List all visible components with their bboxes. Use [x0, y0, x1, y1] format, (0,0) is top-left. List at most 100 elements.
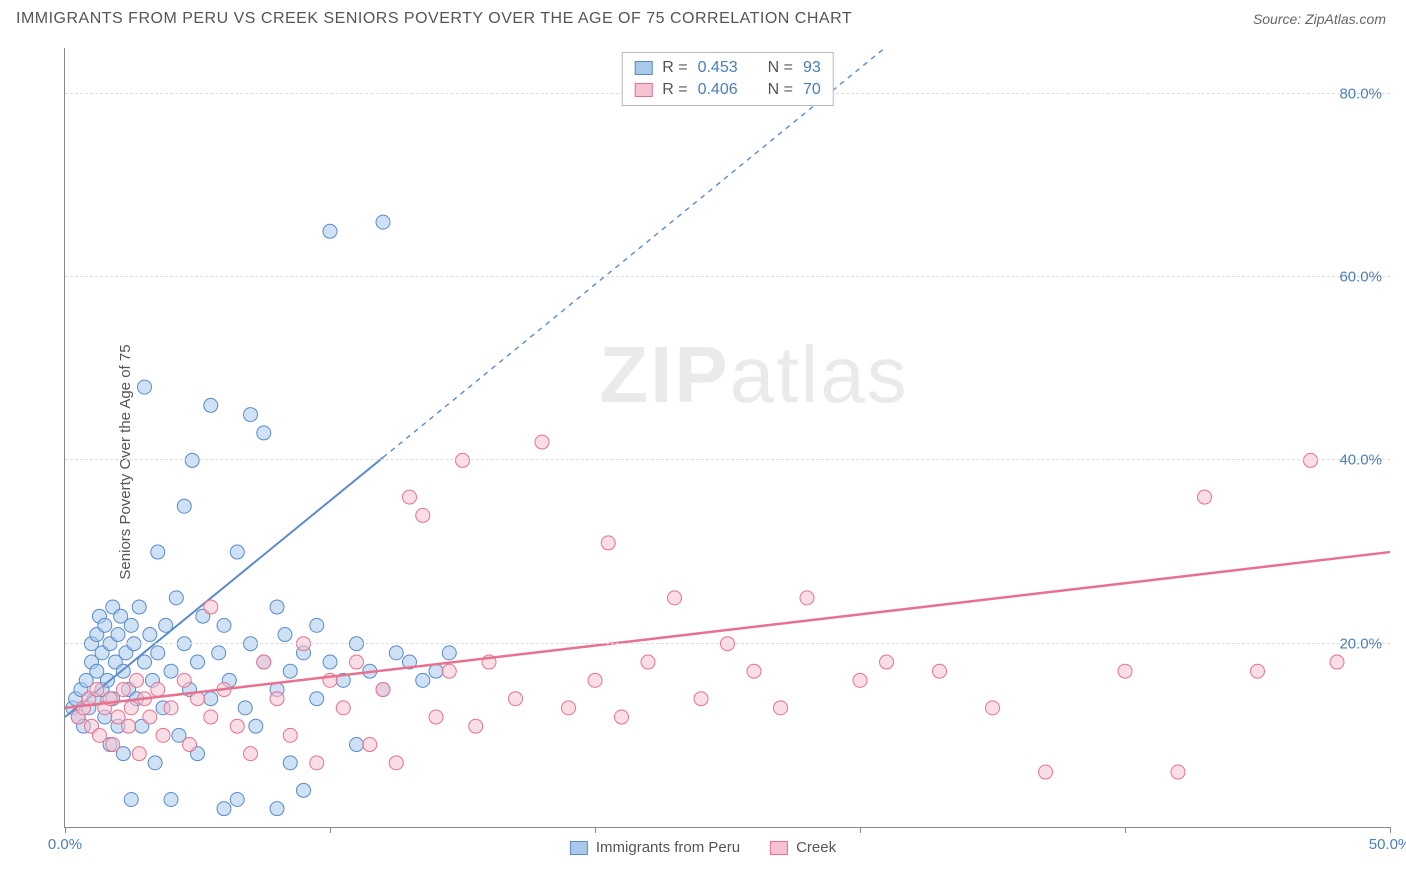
data-point — [403, 490, 417, 504]
y-tick-label: 80.0% — [1339, 85, 1382, 102]
data-point — [278, 628, 292, 642]
data-point — [336, 701, 350, 715]
data-point — [92, 728, 106, 742]
data-point — [116, 683, 130, 697]
data-point — [1330, 655, 1344, 669]
data-point — [350, 655, 364, 669]
data-point — [694, 692, 708, 706]
data-point — [800, 591, 814, 605]
data-point — [217, 618, 231, 632]
data-point — [124, 618, 138, 632]
data-point — [122, 719, 136, 733]
legend-item: Creek — [770, 839, 836, 856]
data-point — [535, 435, 549, 449]
data-point — [442, 646, 456, 660]
data-point — [376, 683, 390, 697]
x-tick — [595, 827, 596, 833]
gridline — [65, 459, 1390, 460]
chart-title: IMMIGRANTS FROM PERU VS CREEK SENIORS PO… — [16, 10, 852, 28]
data-point — [363, 738, 377, 752]
data-point — [244, 408, 258, 422]
x-tick-label: 0.0% — [48, 836, 82, 853]
data-point — [111, 628, 125, 642]
data-point — [230, 719, 244, 733]
data-point — [230, 793, 244, 807]
r-value-pink: 0.406 — [698, 81, 738, 99]
data-point — [588, 673, 602, 687]
legend-row: R = 0.453 N = 93 — [634, 57, 821, 79]
correlation-legend: R = 0.453 N = 93 R = 0.406 N = 70 — [621, 52, 834, 106]
data-point — [469, 719, 483, 733]
data-point — [270, 692, 284, 706]
data-point — [156, 728, 170, 742]
x-tick — [1390, 827, 1391, 833]
legend-label: Immigrants from Peru — [596, 839, 740, 856]
data-point — [138, 380, 152, 394]
x-tick — [330, 827, 331, 833]
data-point — [143, 710, 157, 724]
data-point — [986, 701, 1000, 715]
data-point — [350, 738, 364, 752]
data-point — [323, 224, 337, 238]
data-point — [151, 646, 165, 660]
series-legend: Immigrants from Peru Creek — [570, 839, 836, 856]
data-point — [389, 756, 403, 770]
data-point — [270, 600, 284, 614]
legend-swatch-blue — [570, 841, 588, 855]
data-point — [169, 591, 183, 605]
data-point — [880, 655, 894, 669]
data-point — [389, 646, 403, 660]
legend-label: Creek — [796, 839, 836, 856]
data-point — [853, 673, 867, 687]
legend-item: Immigrants from Peru — [570, 839, 740, 856]
data-point — [90, 683, 104, 697]
trend-line — [65, 552, 1390, 708]
n-value-blue: 93 — [803, 59, 821, 77]
trend-line-extension — [383, 48, 885, 457]
data-point — [1118, 664, 1132, 678]
data-point — [238, 701, 252, 715]
data-point — [212, 646, 226, 660]
data-point — [615, 710, 629, 724]
y-tick-label: 60.0% — [1339, 269, 1382, 286]
x-tick — [1125, 827, 1126, 833]
data-point — [283, 756, 297, 770]
y-tick-label: 20.0% — [1339, 635, 1382, 652]
data-point — [132, 747, 146, 761]
data-point — [668, 591, 682, 605]
data-point — [244, 747, 258, 761]
data-point — [774, 701, 788, 715]
gridline — [65, 643, 1390, 644]
gridline — [65, 276, 1390, 277]
data-point — [310, 756, 324, 770]
data-point — [442, 664, 456, 678]
data-point — [416, 673, 430, 687]
data-point — [191, 655, 205, 669]
data-point — [416, 508, 430, 522]
data-point — [283, 664, 297, 678]
data-point — [204, 692, 218, 706]
scatter-svg — [65, 48, 1390, 827]
n-value-pink: 70 — [803, 81, 821, 99]
chart-header: IMMIGRANTS FROM PERU VS CREEK SENIORS PO… — [0, 0, 1406, 28]
legend-swatch-pink — [634, 83, 652, 97]
data-point — [106, 738, 120, 752]
x-tick-label: 50.0% — [1369, 836, 1406, 853]
data-point — [151, 545, 165, 559]
data-point — [257, 426, 271, 440]
data-point — [283, 728, 297, 742]
data-point — [230, 545, 244, 559]
data-point — [641, 655, 655, 669]
data-point — [562, 701, 576, 715]
legend-swatch-blue — [634, 61, 652, 75]
data-point — [747, 664, 761, 678]
legend-swatch-pink — [770, 841, 788, 855]
data-point — [310, 692, 324, 706]
data-point — [1251, 664, 1265, 678]
y-tick-label: 40.0% — [1339, 452, 1382, 469]
data-point — [297, 783, 311, 797]
data-point — [204, 398, 218, 412]
data-point — [183, 738, 197, 752]
x-tick — [860, 827, 861, 833]
data-point — [270, 802, 284, 816]
